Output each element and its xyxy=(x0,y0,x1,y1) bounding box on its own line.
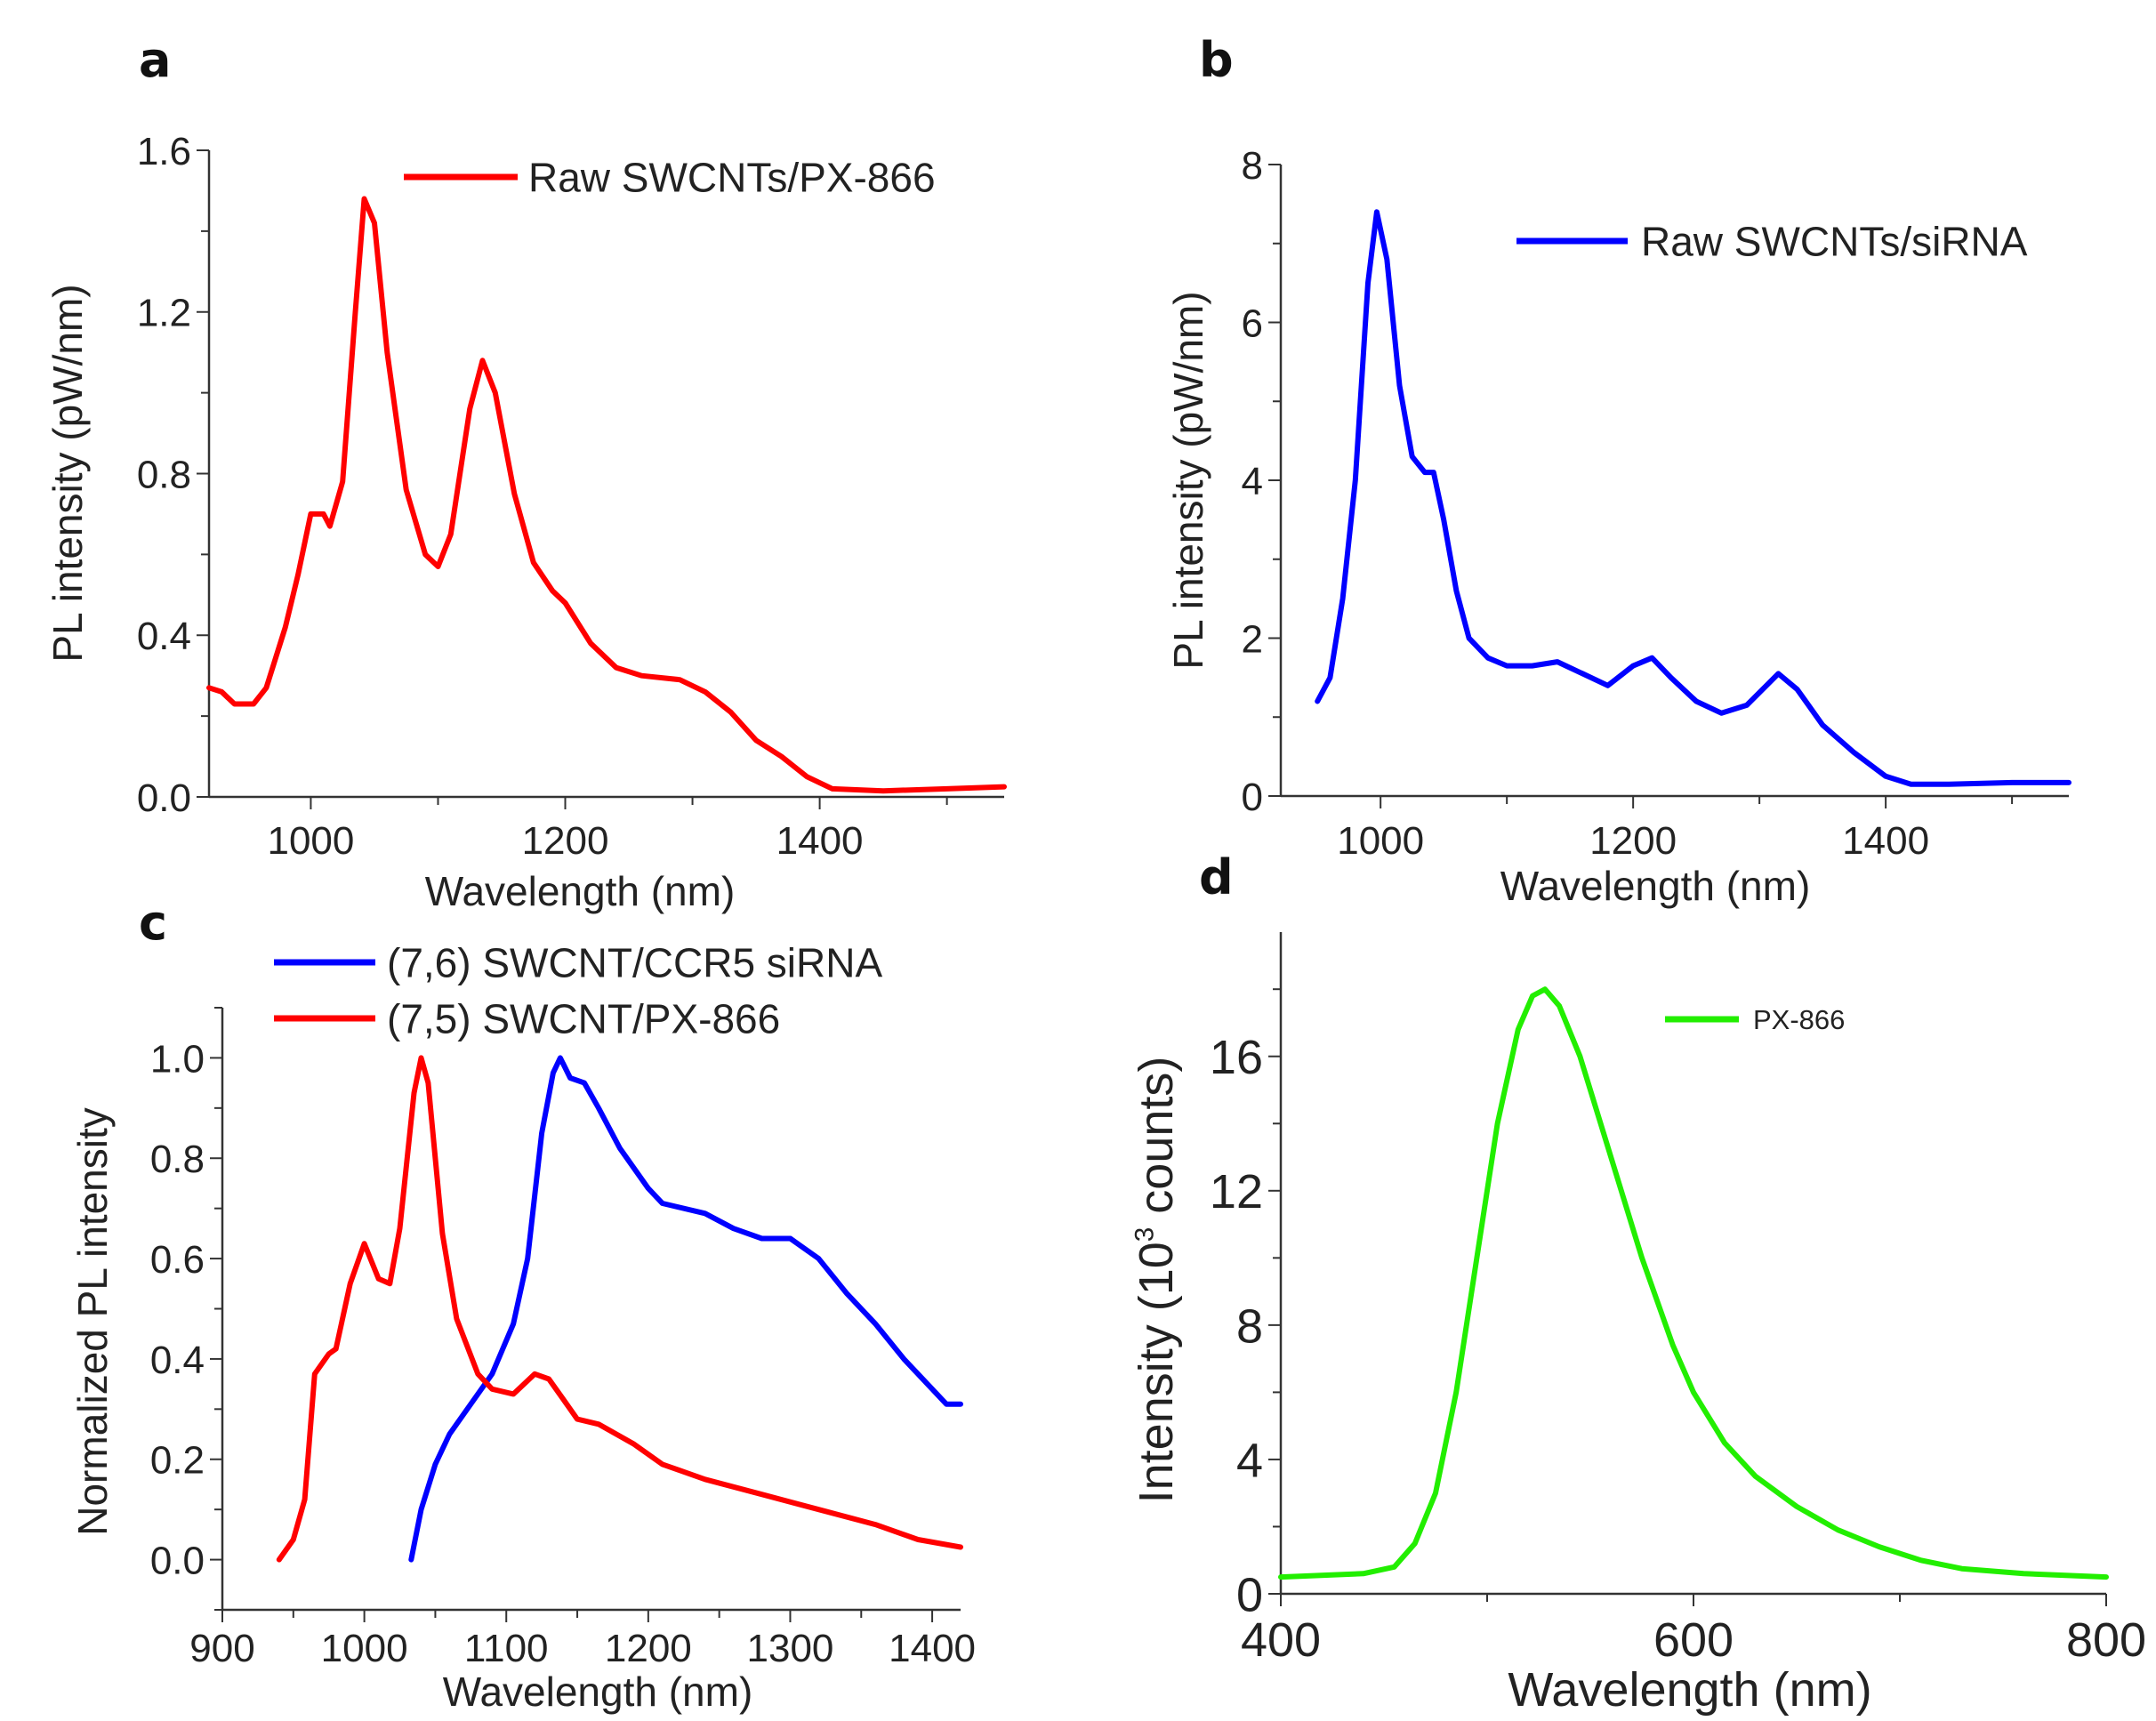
x-axis-label: Wavelength (nm) xyxy=(425,868,736,914)
x-tick-label: 1400 xyxy=(1842,819,1929,863)
y-tick-label: 0 xyxy=(1242,776,1263,819)
y-tick-label: 0.4 xyxy=(137,615,191,658)
x-tick-label: 1200 xyxy=(522,819,609,863)
x-tick-label: 1300 xyxy=(747,1627,834,1670)
y-tick-label: 2 xyxy=(1242,617,1263,661)
y-axis-label: Intensity (103 counts) xyxy=(1130,1057,1183,1504)
x-tick-label: 1000 xyxy=(1337,819,1424,863)
series-line-c-0 xyxy=(408,1055,963,1563)
series-line-d-0 xyxy=(1278,986,2109,1580)
panel-c: c 900 1000 1100 1200 1300 1400 0.0 0.2 0.4 0.6 0.8 1… xyxy=(69,895,976,1715)
panel-label: a xyxy=(139,32,171,88)
x-axis-label: Wavelength (nm) xyxy=(443,1669,753,1715)
x-tick-label: 1400 xyxy=(776,819,864,863)
y-tick-label: 12 xyxy=(1210,1165,1263,1218)
y-axis-label-superscript: 3 xyxy=(1130,1227,1159,1242)
y-tick-label: 0.4 xyxy=(150,1339,205,1382)
y-tick-label: 6 xyxy=(1242,302,1263,345)
x-tick-label: 1000 xyxy=(321,1627,408,1670)
y-tick-label: 1.2 xyxy=(137,292,191,335)
panel-d: d 400 600 800 0 4 8 12 16 Wavelength (nm) Intensit… xyxy=(1130,849,2146,1717)
series-line-b-0 xyxy=(1315,209,2072,787)
x-tick-label: 800 xyxy=(2066,1613,2146,1667)
y-axis-label: PL intensity (pW/nm) xyxy=(1165,291,1211,669)
x-tick-label: 1000 xyxy=(267,819,354,863)
panel-label: c xyxy=(139,895,167,951)
legend-label: (7,5) SWCNT/PX-866 xyxy=(387,996,780,1042)
y-axis-label-text-end: counts) xyxy=(1130,1057,1183,1227)
x-tick-label: 1200 xyxy=(1589,819,1677,863)
y-tick-label: 8 xyxy=(1242,144,1263,188)
legend-label: Raw SWCNTs/PX-866 xyxy=(528,155,936,201)
x-tick-label: 1100 xyxy=(464,1627,549,1670)
y-axis-label: Normalized PL intensity xyxy=(69,1107,116,1536)
y-tick-label: 16 xyxy=(1210,1031,1263,1084)
x-tick-label: 600 xyxy=(1653,1613,1734,1667)
y-tick-label: 0.8 xyxy=(137,453,191,496)
y-tick-label: 0 xyxy=(1236,1568,1263,1621)
y-axis-label-text: PL intensity (pW/nm) xyxy=(1165,291,1211,669)
y-axis-label: PL intensity (pW/nm) xyxy=(44,284,91,662)
y-tick-label: 0.2 xyxy=(150,1439,205,1483)
panel-b: b 1000 1200 1400 0 2 4 6 8 Wavelength (nm) PL inte… xyxy=(1165,32,2072,909)
y-tick-label: 1.0 xyxy=(150,1037,205,1081)
legend-label: Raw SWCNTs/siRNA xyxy=(1641,219,2028,265)
y-tick-label: 1.6 xyxy=(137,130,191,173)
x-axis-label: Wavelength (nm) xyxy=(1500,863,1811,909)
y-tick-label: 0.0 xyxy=(137,776,191,820)
series-line-a-0 xyxy=(206,196,1007,794)
y-tick-label: 4 xyxy=(1242,460,1263,503)
y-tick-label: 0.0 xyxy=(150,1539,205,1582)
x-tick-label: 1400 xyxy=(889,1627,976,1670)
y-axis-label-text: PL intensity (pW/nm) xyxy=(44,284,91,662)
legend-label: PX-866 xyxy=(1753,1004,1845,1035)
y-axis-label-text: Normalized PL intensity xyxy=(69,1107,116,1536)
y-tick-label: 8 xyxy=(1236,1299,1263,1353)
panel-label: b xyxy=(1199,32,1234,88)
legend-label: (7,6) SWCNT/CCR5 siRNA xyxy=(387,940,882,986)
y-tick-label: 0.8 xyxy=(150,1138,205,1181)
x-axis-label: Wavelength (nm) xyxy=(1508,1663,1871,1717)
panel-a: a 1000 1200 1400 0.0 0.4 0.8 1.2 1.6 Wavelength (… xyxy=(44,32,1007,914)
x-tick-label: 900 xyxy=(189,1627,254,1670)
x-tick-label: 1200 xyxy=(605,1627,692,1670)
panel-label: d xyxy=(1199,849,1234,905)
y-tick-label: 0.6 xyxy=(150,1238,205,1282)
x-tick-label: 400 xyxy=(1241,1613,1321,1667)
y-axis-label-text: Intensity (10 xyxy=(1130,1242,1183,1503)
y-tick-label: 4 xyxy=(1236,1434,1263,1487)
series-line-c-1 xyxy=(276,1055,963,1563)
